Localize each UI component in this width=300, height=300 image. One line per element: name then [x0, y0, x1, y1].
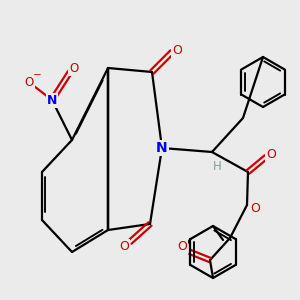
- Text: O: O: [177, 241, 187, 254]
- Text: O: O: [119, 239, 129, 253]
- Text: H: H: [213, 160, 221, 172]
- Text: O: O: [250, 202, 260, 214]
- Text: O: O: [172, 44, 182, 58]
- Text: N: N: [156, 141, 168, 155]
- Text: O: O: [266, 148, 276, 161]
- Text: N: N: [47, 94, 57, 106]
- Text: −: −: [33, 70, 41, 80]
- Text: O: O: [24, 76, 34, 89]
- Text: O: O: [69, 62, 79, 76]
